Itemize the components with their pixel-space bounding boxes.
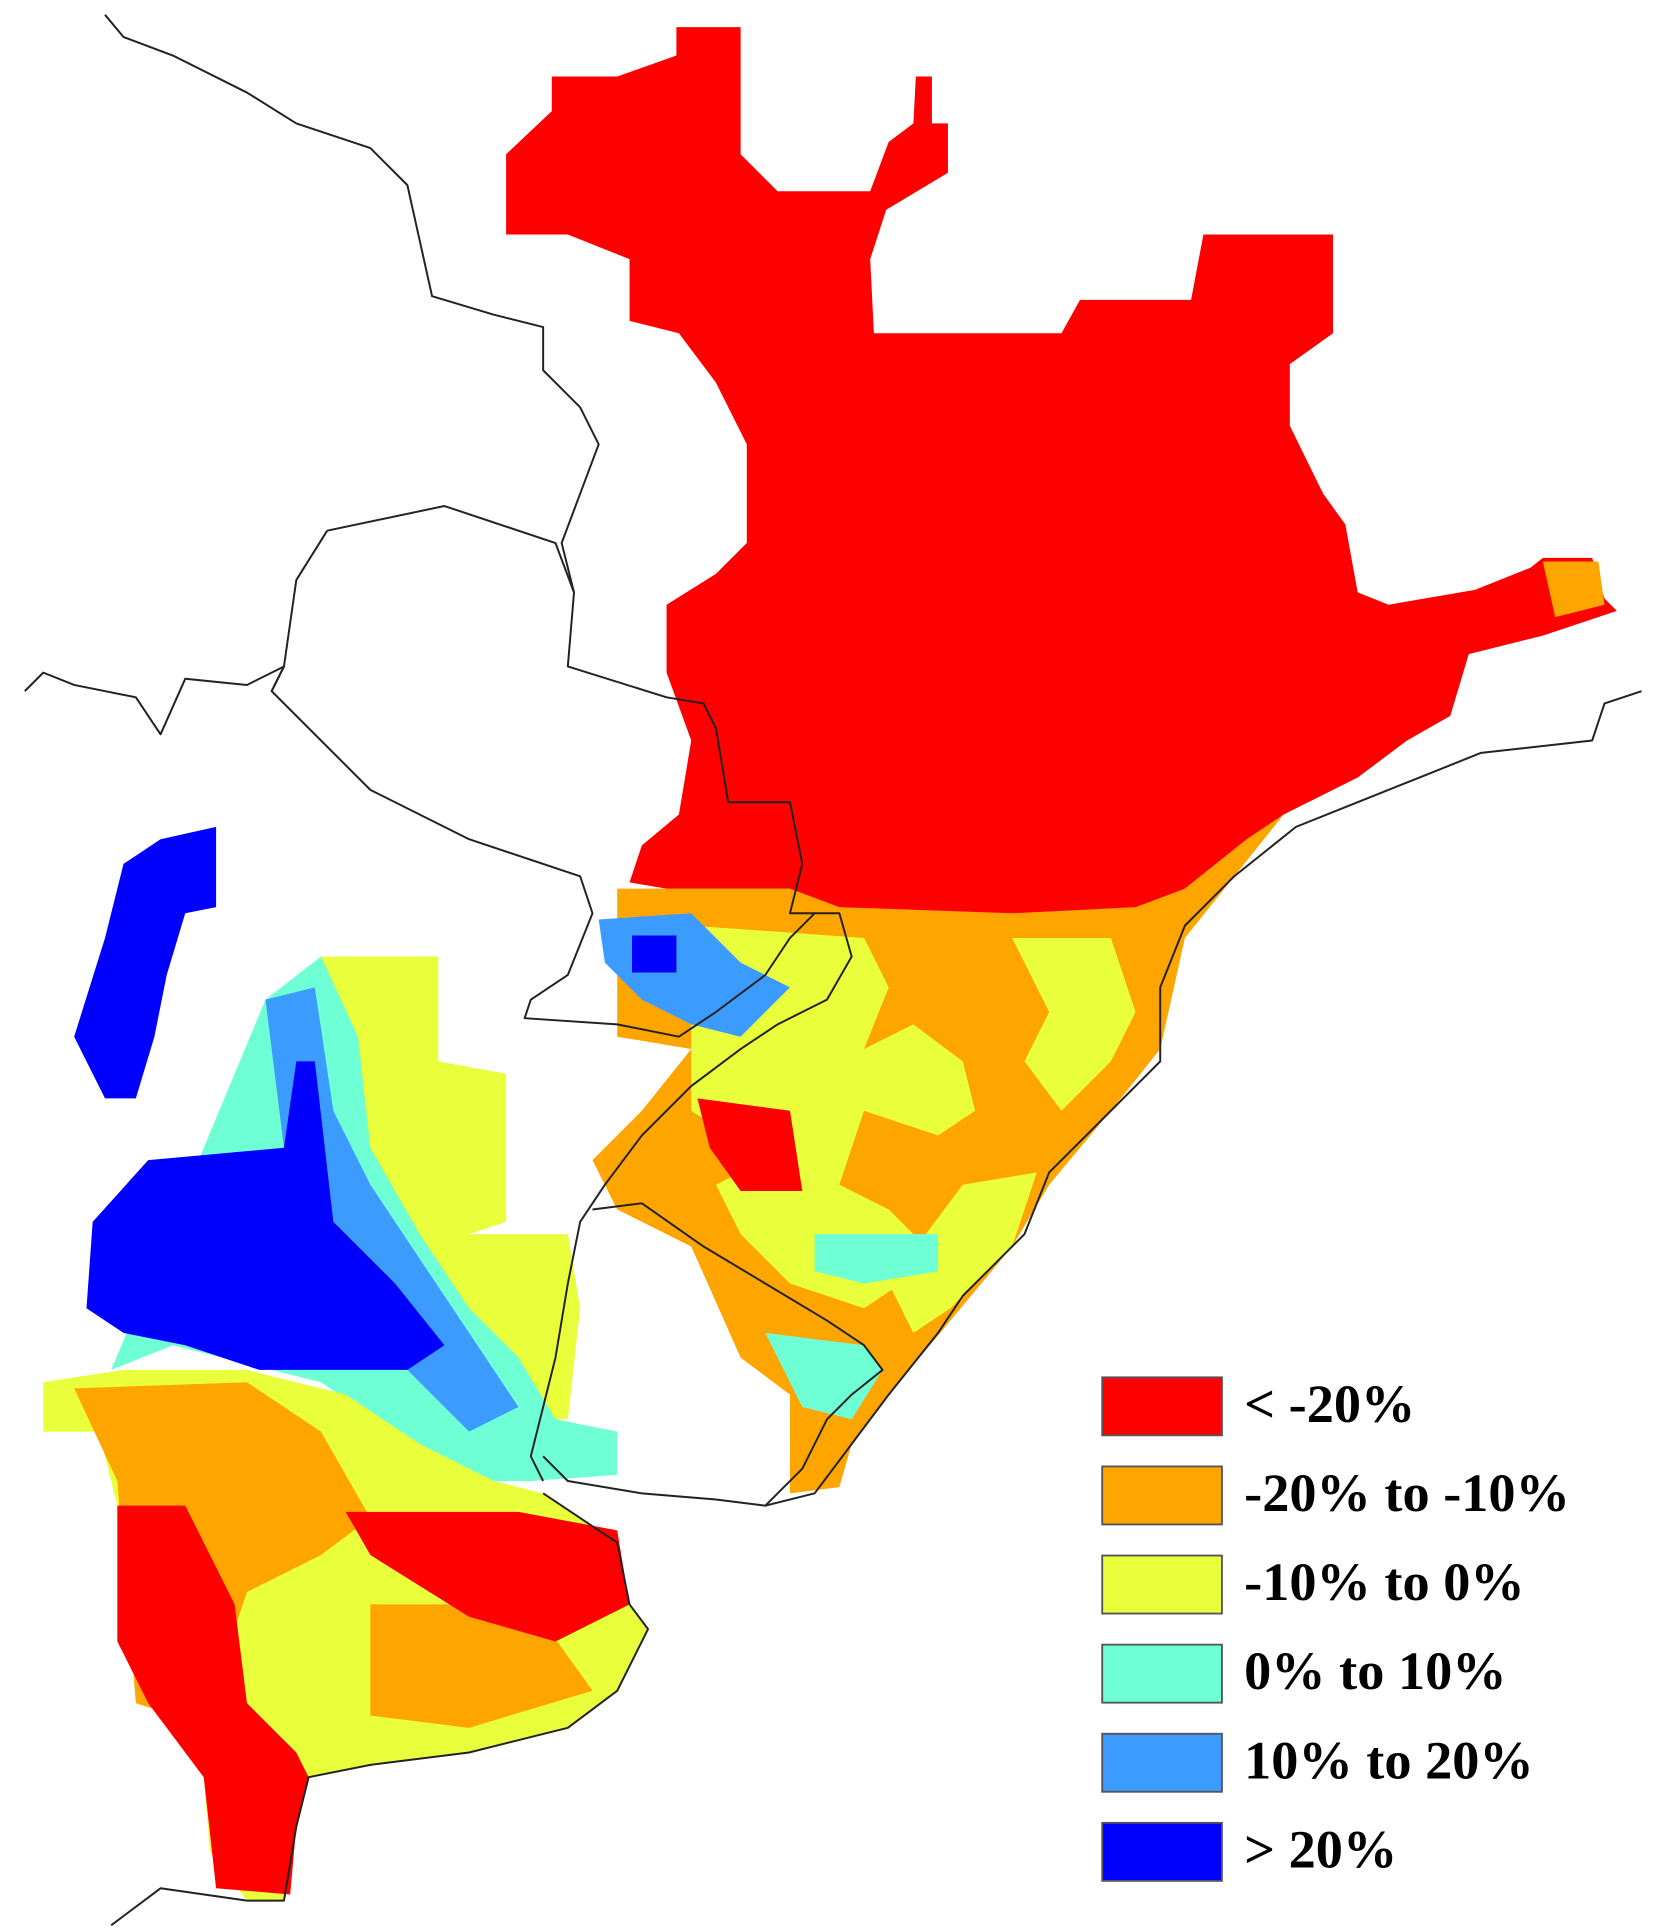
legend: < -20% -20% to -10% -10% to 0% 0% to 10% 10%… (1101, 1374, 1570, 1882)
legend-label: > 20% (1244, 1819, 1397, 1879)
border (110, 1492, 650, 1927)
legend-swatch (1101, 1376, 1223, 1437)
legend-swatch (1101, 1465, 1223, 1526)
border (765, 690, 1642, 1507)
region (632, 935, 677, 973)
region (697, 1098, 803, 1191)
regions (43, 27, 1617, 1901)
region (1542, 561, 1605, 618)
region (117, 1505, 309, 1895)
legend-label: 0% to 10% (1244, 1641, 1506, 1701)
legend-label: 10% to 20% (1244, 1730, 1534, 1790)
border (542, 1202, 884, 1507)
border (326, 505, 575, 593)
legend-swatch (1101, 1821, 1223, 1882)
border (24, 665, 285, 736)
region (320, 956, 581, 1420)
region (345, 1511, 630, 1642)
region (506, 27, 1617, 914)
legend-label: < -20% (1244, 1374, 1415, 1434)
border (104, 14, 853, 1482)
region (1012, 937, 1136, 1111)
legend-swatch (1101, 1732, 1223, 1793)
legend-swatch (1101, 1643, 1223, 1704)
legend-label: -10% to 0% (1244, 1552, 1525, 1612)
region (888, 1172, 1037, 1333)
region (765, 1332, 883, 1420)
legend-swatch (1101, 1554, 1223, 1615)
borders (24, 14, 1642, 1927)
region (265, 987, 519, 1432)
region (86, 1061, 445, 1370)
legend-label: -20% to -10% (1244, 1463, 1570, 1523)
region (74, 826, 217, 1099)
region (691, 925, 976, 1309)
region (814, 1234, 939, 1284)
